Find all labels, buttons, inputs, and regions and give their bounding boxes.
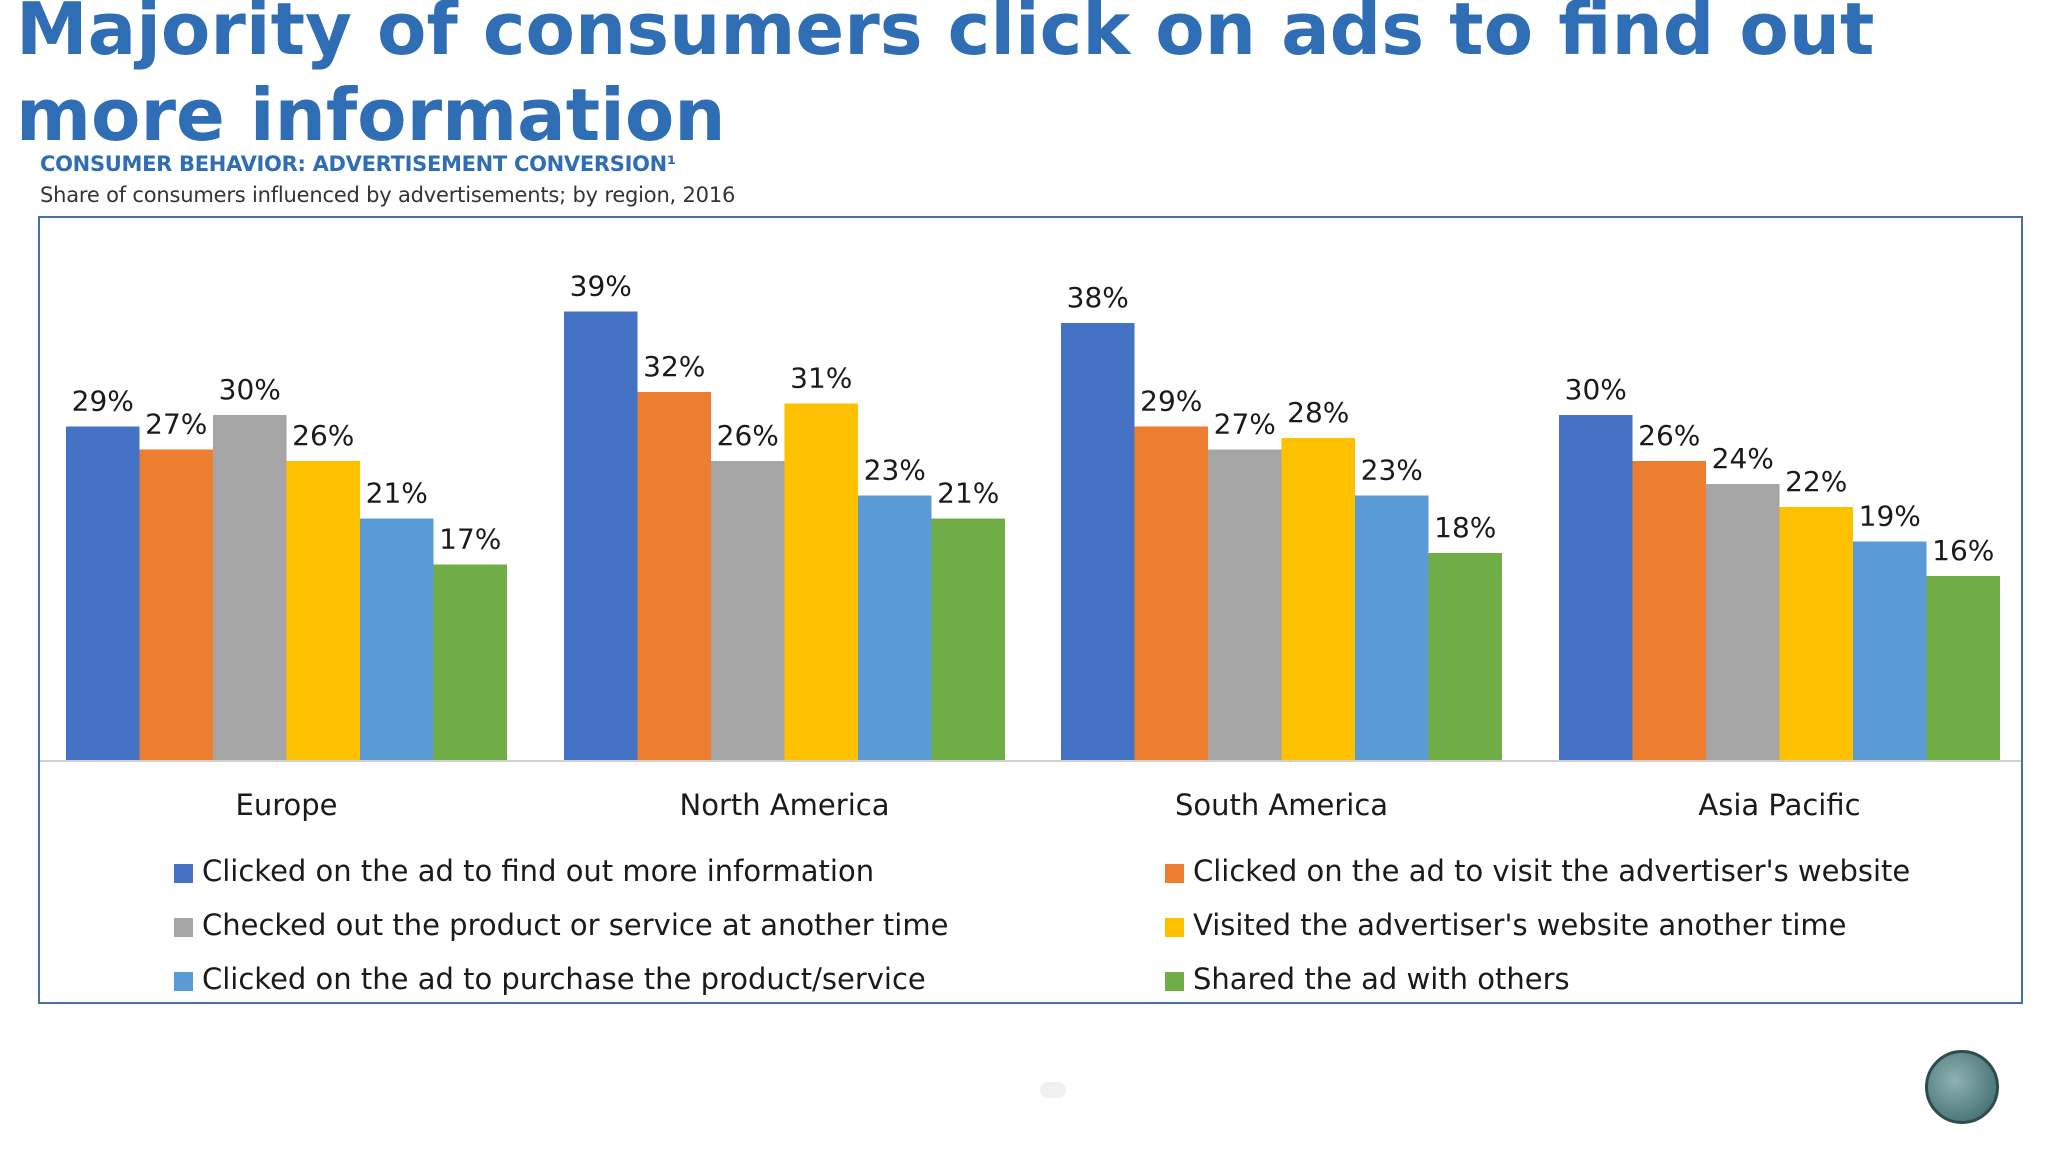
bar-europe-series-4: [286, 461, 360, 760]
bar-north-america-series-3: [711, 461, 785, 760]
data-label: 28%: [1287, 396, 1349, 429]
legend-swatch: [174, 918, 193, 937]
bar-europe-series-1: [66, 426, 140, 760]
data-label: 21%: [366, 477, 428, 510]
data-label: 16%: [1932, 534, 1994, 567]
chart-title: CONSUMER BEHAVIOR: ADVERTISEMENT CONVERS…: [40, 152, 676, 176]
data-label: 32%: [643, 350, 705, 383]
data-label: 21%: [937, 477, 999, 510]
data-label: 26%: [717, 419, 779, 452]
data-label: 17%: [439, 523, 501, 556]
bar-south-america-series-6: [1428, 553, 1502, 760]
legend-swatch: [1165, 918, 1184, 937]
x-tick-label: Asia Pacific: [1698, 788, 1860, 822]
legend-swatch: [1165, 864, 1184, 883]
data-label: 29%: [1140, 385, 1202, 418]
slide-title-line-2: more information: [16, 73, 726, 157]
chart-subtitle: Share of consumers influenced by adverti…: [40, 183, 736, 207]
x-tick-label: North America: [680, 788, 890, 822]
legend-label: Clicked on the ad to find out more infor…: [202, 854, 875, 888]
slide-title: Majority of consumers click on ads to fi…: [16, 0, 2016, 158]
bar-europe-series-5: [360, 518, 434, 760]
bar-north-america-series-1: [564, 311, 638, 760]
legend-label: Clicked on the ad to visit the advertise…: [1193, 854, 1911, 888]
bar-asia-pacific-series-6: [1926, 576, 2000, 760]
x-tick-label: South America: [1175, 788, 1388, 822]
bar-south-america-series-4: [1281, 438, 1355, 760]
data-label: 29%: [72, 385, 134, 418]
data-label: 22%: [1785, 465, 1847, 498]
data-label: 26%: [1638, 419, 1700, 452]
bar-asia-pacific-series-5: [1853, 541, 1927, 760]
data-label: 38%: [1067, 281, 1129, 314]
bar-north-america-series-6: [931, 518, 1005, 760]
data-label: 23%: [1361, 454, 1423, 487]
bar-north-america-series-5: [858, 495, 932, 760]
bar-europe-series-2: [139, 449, 213, 760]
chart-frame: [38, 216, 2023, 1004]
data-label: 27%: [145, 408, 207, 441]
data-label: 27%: [1214, 408, 1276, 441]
x-tick-label: Europe: [236, 788, 338, 822]
legend-label: Clicked on the ad to purchase the produc…: [202, 962, 926, 996]
data-label: 30%: [219, 373, 281, 406]
page-indicator: [1040, 1082, 1066, 1098]
data-label: 24%: [1712, 442, 1774, 475]
bar-south-america-series-3: [1208, 449, 1282, 760]
data-label: 26%: [292, 419, 354, 452]
bar-asia-pacific-series-3: [1706, 484, 1780, 760]
bar-asia-pacific-series-2: [1632, 461, 1706, 760]
legend-label: Visited the advertiser's website another…: [1193, 908, 1847, 942]
bar-south-america-series-2: [1134, 426, 1208, 760]
legend-swatch: [1165, 972, 1184, 991]
bar-south-america-series-5: [1355, 495, 1429, 760]
bar-asia-pacific-series-4: [1779, 507, 1853, 760]
legend-swatch: [174, 864, 193, 883]
bar-north-america-series-2: [637, 392, 711, 760]
data-label: 30%: [1565, 373, 1627, 406]
navigation-button[interactable]: [1925, 1050, 1999, 1124]
legend-swatch: [174, 972, 193, 991]
bar-europe-series-6: [433, 564, 507, 760]
legend-label: Checked out the product or service at an…: [202, 908, 949, 942]
data-label: 39%: [570, 270, 632, 303]
bar-europe-series-3: [213, 415, 287, 760]
data-label: 18%: [1434, 511, 1496, 544]
bar-asia-pacific-series-1: [1559, 415, 1633, 760]
data-label: 19%: [1859, 500, 1921, 533]
slide-title-line-1: Majority of consumers click on ads to fi…: [16, 0, 1875, 71]
bar-south-america-series-1: [1061, 323, 1135, 760]
data-label: 31%: [790, 362, 852, 395]
data-label: 23%: [864, 454, 926, 487]
legend-label: Shared the ad with others: [1193, 962, 1570, 996]
bar-north-america-series-4: [784, 403, 858, 760]
